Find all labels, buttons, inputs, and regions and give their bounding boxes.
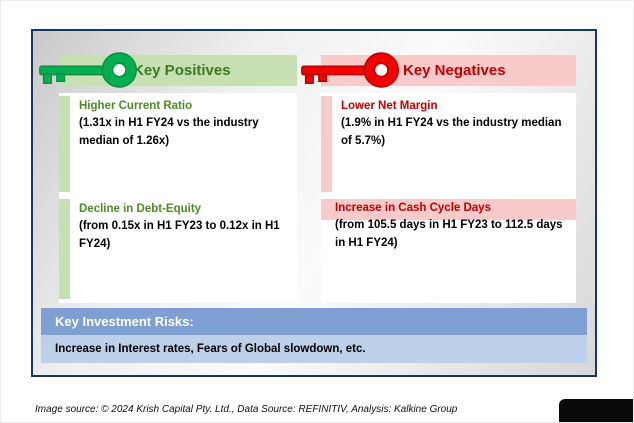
positive-item-body: (1.31x in H1 FY24 vs the industry median… [79,117,259,147]
positive-item-title: Higher Current Ratio [79,100,193,112]
investment-risks-text: Increase in Interest rates, Fears of Glo… [55,343,366,355]
pink-accent-strip [321,96,332,192]
negatives-column: Lower Net Margin (1.9% in H1 FY24 vs the… [321,93,576,303]
source-caption: Image source: © 2024 Krish Capital Pty. … [35,404,458,415]
positives-column: Higher Current Ratio (1.31x in H1 FY24 v… [59,93,297,303]
key-negatives-title: Key Negatives [403,62,506,79]
positive-item-current-ratio: Higher Current Ratio (1.31x in H1 FY24 v… [59,96,297,192]
negative-item-body: (1.9% in H1 FY24 vs the industry median … [341,117,562,147]
positive-item-debt-equity: Decline in Debt-Equity (from 0.15x in H1… [59,199,297,299]
negative-item-net-margin: Lower Net Margin (1.9% in H1 FY24 vs the… [321,96,576,192]
key-positives-title: Key Positives [133,62,231,79]
key-negatives-header: Key Negatives [301,52,576,88]
green-accent-strip [59,96,70,192]
green-accent-strip [59,199,70,299]
positive-item-title: Decline in Debt-Equity [79,203,202,215]
investment-risks-title: Key Investment Risks: [55,314,194,329]
key-positives-header: Key Positives [39,52,297,88]
investment-risks-body: Increase in Interest rates, Fears of Glo… [41,335,587,363]
pink-title-band [321,199,576,220]
investment-risks-header: Key Investment Risks: [41,308,587,335]
negative-item-title: Increase in Cash Cycle Days [335,202,491,214]
decorative-corner-box [559,399,633,422]
negative-item-title: Lower Net Margin [341,100,438,112]
red-key-icon [301,52,399,88]
negative-item-body: (from 105.5 days in H1 FY23 to 112.5 day… [335,219,563,249]
positive-item-body: (from 0.15x in H1 FY23 to 0.12x in H1 FY… [79,220,280,250]
green-key-icon [39,52,137,88]
summary-panel: Key Positives Key Negatives Higher Curre [31,29,597,377]
negative-item-cash-cycle: Increase in Cash Cycle Days (from 105.5 … [321,199,576,299]
